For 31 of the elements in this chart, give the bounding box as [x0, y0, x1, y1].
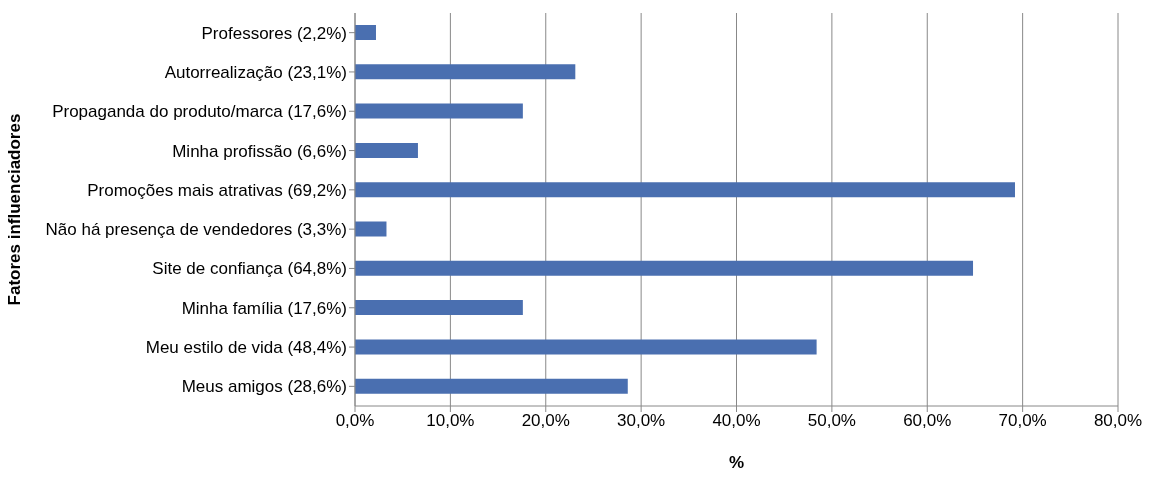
bar [355, 64, 576, 80]
x-tick-label: 10,0% [426, 411, 475, 431]
x-tick-label: 60,0% [903, 411, 952, 431]
y-tick-label: Promoções mais atrativas (69,2%) [87, 180, 347, 200]
y-tick-label: Meu estilo de vida (48,4%) [145, 338, 347, 358]
bar [355, 142, 418, 158]
bar [355, 25, 376, 40]
y-tick-label: Professores (2,2%) [201, 23, 347, 43]
x-tick-label: 0,0% [335, 411, 375, 431]
y-tick-label: Autorrealização (23,1%) [164, 62, 347, 82]
y-axis-title: Fatores influenciadores [5, 113, 25, 306]
y-tick-label: Site de confiança (64,8%) [152, 259, 347, 279]
x-tick-label: 70,0% [998, 411, 1047, 431]
x-tick-label: 20,0% [521, 411, 570, 431]
bar [355, 300, 523, 316]
x-tick-label: 80,0% [1093, 411, 1143, 431]
bar [355, 221, 387, 237]
y-tick-label: Minha profissão (6,6%) [172, 141, 347, 161]
bar [355, 182, 1015, 198]
x-tick-label: 40,0% [712, 411, 761, 431]
x-axis-title: % [728, 453, 745, 472]
x-tick-label: 30,0% [617, 411, 666, 431]
bar [355, 378, 628, 394]
bar [355, 260, 974, 276]
y-tick-label: Minha família (17,6%) [181, 298, 347, 318]
bar [355, 103, 523, 119]
y-tick-label: Propaganda do produto/marca (17,6%) [52, 102, 347, 122]
y-tick-label: Não há presença de vendedores (3,3%) [45, 220, 347, 240]
bar [355, 339, 817, 355]
y-tick-label: Meus amigos (28,6%) [181, 377, 347, 397]
x-tick-label: 50,0% [807, 411, 856, 431]
